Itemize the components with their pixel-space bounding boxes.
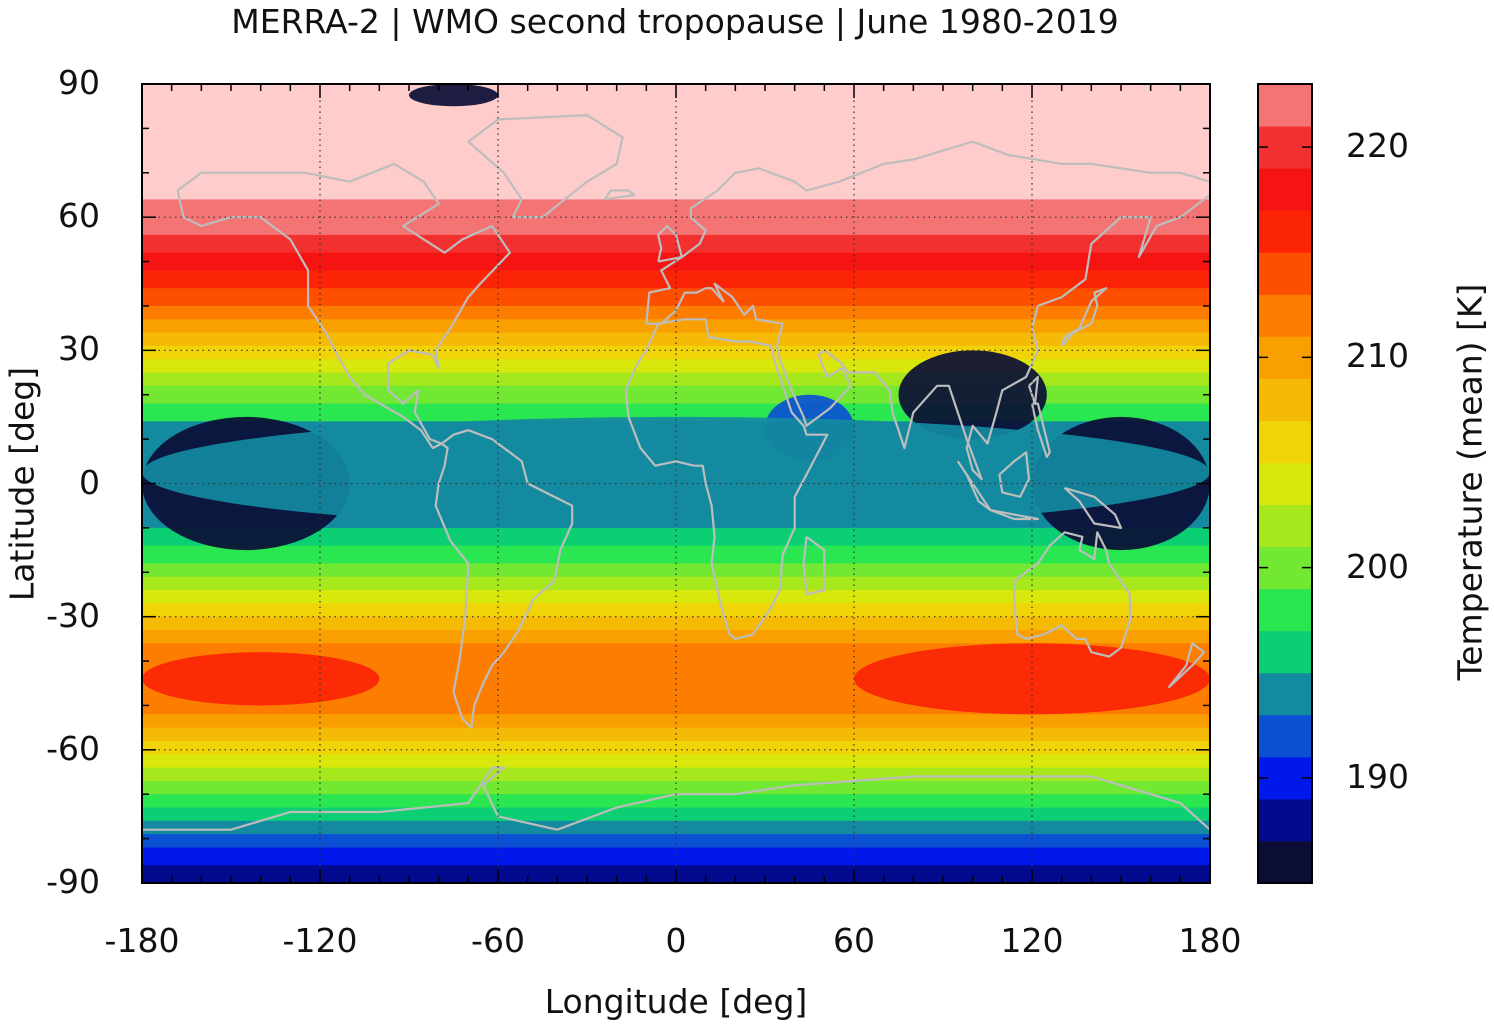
coastline-14 (1167, 642, 1206, 689)
regional-feature-0 (142, 652, 380, 706)
coastline-13 (802, 535, 826, 596)
coastline-12 (1030, 402, 1051, 458)
zonal-band-18 (142, 576, 1210, 591)
colorbar-frame (1257, 83, 1313, 884)
zonal-band-26 (142, 740, 1210, 755)
colorbar-swatch-3 (1258, 714, 1312, 758)
coastline-7 (990, 509, 1039, 521)
colorbar-swatch-18 (1258, 84, 1312, 127)
coastline-9 (1063, 486, 1123, 529)
x-tick-label: 180 (1178, 921, 1242, 960)
colorbar-swatch-16 (1258, 168, 1312, 211)
zonal-band-29 (142, 780, 1210, 795)
zonal-band-4 (142, 270, 1210, 289)
zonal-band-9 (142, 345, 1210, 360)
colorbar-swatch-9 (1258, 462, 1312, 506)
zonal-band-24 (142, 714, 1210, 729)
zonal-band-34 (142, 847, 1210, 866)
coastline-17 (603, 189, 636, 201)
coastline-10 (1060, 287, 1108, 347)
coastline-4 (646, 194, 1210, 481)
colorbar-swatch-10 (1258, 420, 1312, 463)
y-tick-label: -30 (46, 595, 100, 635)
zonal-band-20 (142, 603, 1210, 618)
zonal-band-28 (142, 767, 1210, 782)
zonal-band-31 (142, 807, 1210, 822)
colorbar (1257, 83, 1313, 884)
y-tick-label: -60 (46, 728, 100, 768)
colorbar-tick-label: 210 (1346, 336, 1409, 376)
colorbar-tick-label: 220 (1346, 126, 1409, 166)
zonal-band-6 (142, 305, 1210, 320)
colorbar-tick-label: 200 (1346, 546, 1409, 586)
colorbar-swatch-4 (1258, 672, 1312, 716)
chart-title: MERRA-2 | WMO second tropopause | June 1… (231, 2, 1119, 41)
x-tick-label: -180 (104, 921, 180, 960)
colorbar-label: Temperature (mean) [K] (1450, 283, 1490, 681)
zonal-band-25 (142, 727, 1210, 742)
colorbar-swatch-13 (1258, 294, 1312, 337)
x-tick-label: 0 (665, 921, 687, 960)
zonal-band-12 (142, 385, 1210, 405)
coastline-2 (624, 318, 829, 640)
regional-feature-7 (142, 416, 1210, 528)
coastline-15 (657, 224, 683, 263)
colorbar-swatch-0 (1258, 840, 1312, 884)
coastline-8 (998, 451, 1031, 498)
colorbar-swatch-15 (1258, 210, 1312, 253)
zonal-band-16 (142, 545, 1210, 564)
coastlines (142, 114, 1210, 831)
coastline-18 (142, 766, 1210, 831)
coastline-0 (176, 162, 511, 450)
zonal-band-11 (142, 372, 1210, 387)
zonal-band-33 (142, 834, 1210, 849)
colorbar-swatch-8 (1258, 504, 1312, 548)
zonal-band-0 (142, 84, 1210, 201)
y-tick-label: -90 (46, 862, 100, 901)
y-axis-label: Latitude [deg] (2, 366, 42, 602)
x-axis-label: Longitude [deg] (544, 982, 808, 1021)
coastline-5 (1013, 531, 1131, 658)
colorbar-swatch-1 (1258, 798, 1312, 842)
zonal-band-5 (142, 288, 1210, 307)
y-tick-label: 90 (58, 63, 100, 102)
colorbar-swatch-14 (1258, 252, 1312, 295)
coastline-3 (645, 140, 1210, 324)
regional-feature-5 (409, 84, 498, 107)
axis-ticks (141, 83, 1211, 884)
colorbar-swatch-6 (1258, 588, 1312, 632)
colorbar-swatch-5 (1258, 630, 1312, 674)
x-tick-label: 60 (833, 921, 875, 960)
x-tick-label: -60 (471, 921, 525, 960)
grid-lines (142, 84, 1210, 883)
coastline-16 (467, 114, 624, 219)
x-tick-label: -120 (282, 921, 358, 960)
zonal-band-22 (142, 629, 1210, 644)
y-tick-label: 60 (58, 196, 100, 236)
coastline-1 (434, 429, 574, 729)
zonal-band-30 (142, 794, 1210, 809)
colorbar-swatch-11 (1258, 378, 1312, 421)
coastline-11 (1027, 375, 1039, 405)
regional-feature-2 (898, 350, 1047, 440)
zonal-band-17 (142, 563, 1210, 578)
colorbar-tick-label: 190 (1346, 756, 1409, 796)
y-tick-label: 30 (58, 329, 100, 369)
zonal-band-15 (142, 527, 1210, 547)
x-tick-label: 120 (1000, 921, 1064, 960)
zonal-band-8 (142, 332, 1210, 347)
y-tick-label: 0 (79, 462, 100, 502)
